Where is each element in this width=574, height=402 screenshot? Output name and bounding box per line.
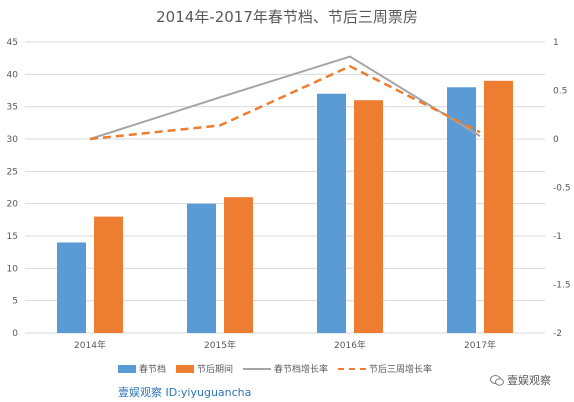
left-tick-label: 20 [7,200,19,210]
right-tick-label: 0.5 [553,87,567,97]
right-axis: -2 -1.5 -1 -0.5 0 0.5 1 [553,38,571,339]
legend: 春节档 节后期间 春节档增长率 节后三周增长率 [118,362,432,375]
legend-item-spring: 春节档 [118,362,166,375]
wechat-icon [490,374,504,386]
legend-item-post: 节后期间 [176,362,233,375]
chart-title: 2014年-2017年春节档、节后三周票房 [156,8,418,26]
left-axis: 0 5 10 15 20 25 30 35 40 45 [7,38,19,339]
legend-label-post-growth: 节后三周增长率 [369,365,433,375]
right-tick-label: -0.5 [553,184,571,194]
x-tick-label: 2016年 [334,339,366,351]
legend-item-post-growth: 节后三周增长率 [338,362,432,375]
x-tick-label: 2017年 [464,339,496,351]
lines [89,55,481,141]
legend-swatch-spring-growth [243,367,272,370]
bar-post [224,197,253,333]
watermark-id: 壹娱观察 ID:yiyuguancha [118,386,252,399]
left-tick-label: 35 [7,103,18,113]
left-tick-label: 5 [12,297,18,307]
line-spring-growth [89,55,481,140]
legend-label-post: 节后期间 [197,365,234,375]
watermark-brand-label: 壹娱观察 [507,374,551,387]
legend-swatch-post [176,364,195,373]
legend-label-spring: 春节档 [139,365,167,375]
legend-swatch-post-growth [338,367,367,370]
right-tick-label: -1 [553,232,562,242]
right-tick-label: -2 [553,329,562,339]
legend-item-spring-growth: 春节档增长率 [243,362,328,375]
bar-spring [317,93,346,333]
bar-post [354,100,383,333]
bar-post [484,80,513,333]
bar-spring [57,242,86,333]
left-tick-label: 25 [7,167,18,177]
bar-post [94,216,123,333]
right-tick-label: -1.5 [553,281,571,291]
x-tick-label: 2014年 [74,339,106,351]
left-tick-label: 15 [7,232,18,242]
line-post-growth [89,64,481,141]
bar-spring [187,203,216,333]
x-tick-label: 2015年 [204,339,236,351]
right-tick-label: 0 [553,135,559,145]
legend-swatch-spring [118,364,136,373]
left-tick-label: 40 [7,70,19,80]
watermark-brand: 壹娱观察 [490,372,551,388]
x-axis-labels: 2014年 2015年 2016年 2017年 [74,339,496,351]
left-tick-label: 0 [12,329,18,339]
legend-label-spring-growth: 春节档增长率 [274,365,329,375]
left-tick-label: 30 [7,135,19,145]
left-tick-label: 10 [7,264,19,274]
right-tick-label: 1 [553,38,559,48]
bars [57,80,513,334]
left-tick-label: 45 [7,38,18,48]
